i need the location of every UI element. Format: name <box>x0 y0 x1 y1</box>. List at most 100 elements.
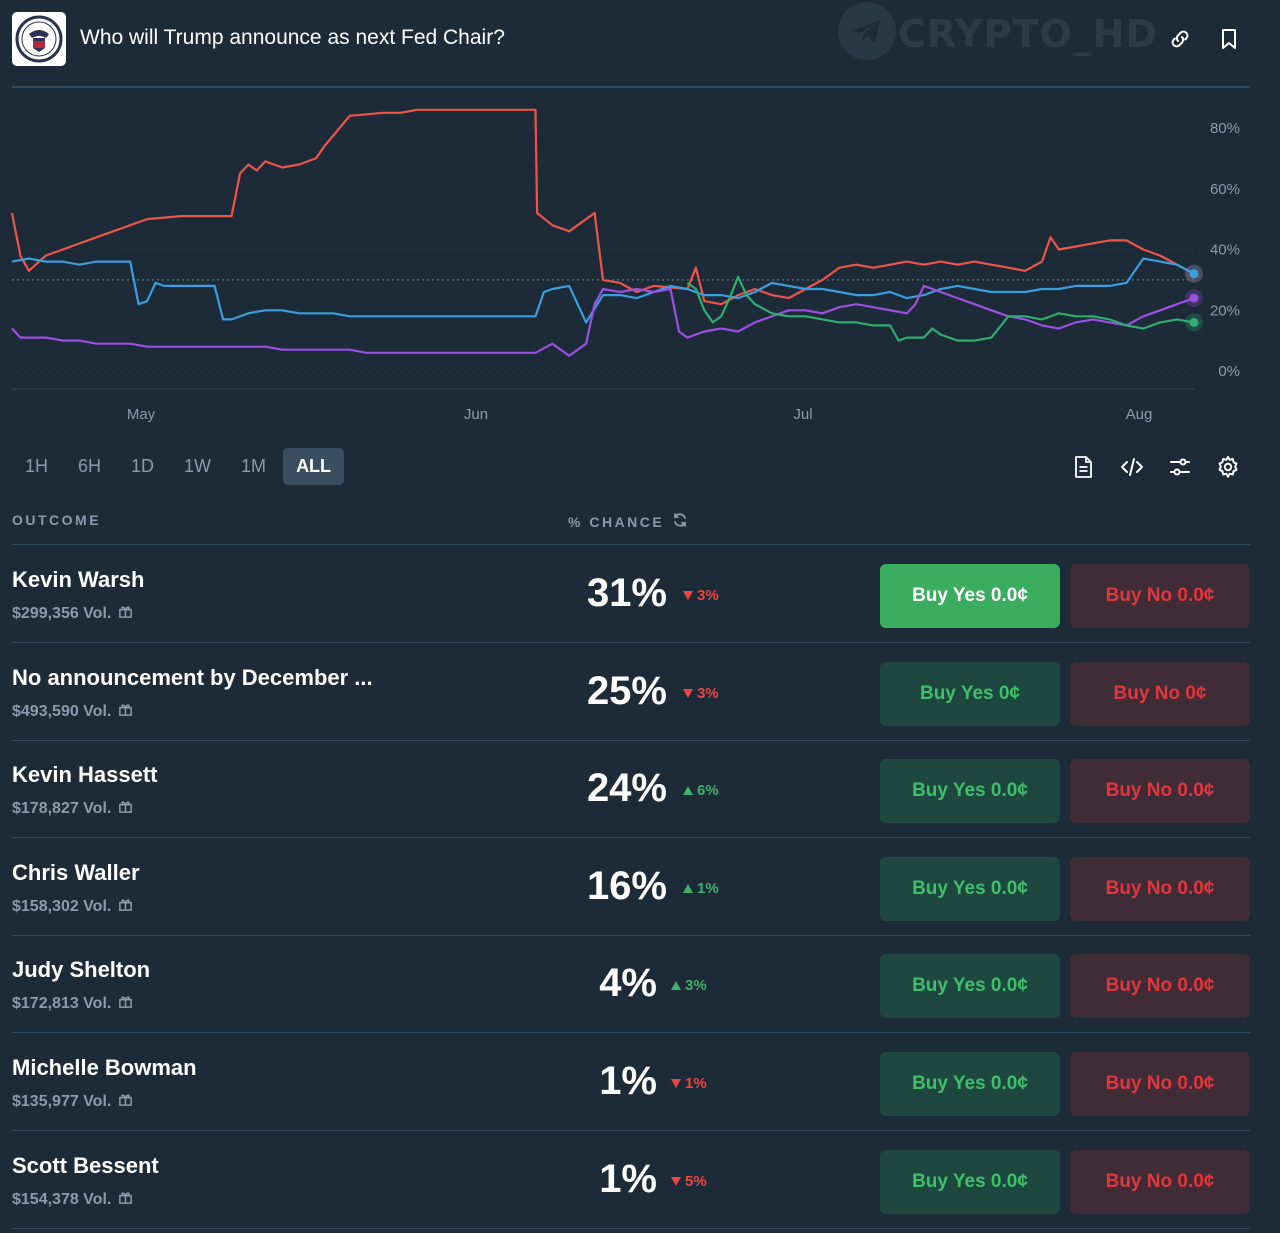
outcome-row[interactable]: Kevin Warsh $299,356 Vol. 31% 3% Buy Yes 0.0… <box>12 545 1250 643</box>
range-button-6h[interactable]: 6H <box>78 456 102 476</box>
document-icon[interactable] <box>1068 452 1098 482</box>
chart-svg[interactable]: 80% 60% 40% 20% 0% May Jun Jul Aug <box>0 88 1280 433</box>
fed-seal-logo <box>12 12 66 66</box>
buy-yes-button[interactable]: Buy Yes 0.0¢ <box>880 564 1060 628</box>
series-line-1 <box>11 257 1195 324</box>
outcome-row[interactable]: Chris Waller $158,302 Vol. 16% 1% Buy Yes 0.… <box>12 838 1250 936</box>
buy-yes-button[interactable]: Buy Yes 0.0¢ <box>880 1150 1060 1214</box>
y-tick-label: 0% <box>1218 363 1240 380</box>
gift-icon[interactable] <box>118 1092 133 1112</box>
volume-text: $299,356 Vol. <box>12 605 112 622</box>
buy-yes-button[interactable]: Buy Yes 0.0¢ <box>880 759 1060 823</box>
settings-gear-icon[interactable] <box>1213 452 1243 482</box>
column-header-outcome: OUTCOME <box>12 512 102 528</box>
buy-no-button[interactable]: Buy No 0¢ <box>1070 662 1250 726</box>
delta-value: 1% <box>697 880 719 897</box>
chance-percent: 25% <box>586 669 667 713</box>
outcome-row[interactable]: Scott Bessent $154,378 Vol. 1% 5% Buy Yes 0.… <box>12 1131 1250 1229</box>
gift-icon[interactable] <box>118 604 133 624</box>
up-arrow-icon <box>683 782 693 799</box>
gift-icon[interactable] <box>118 897 133 917</box>
embed-code-icon[interactable] <box>1117 452 1147 482</box>
chance-delta: 1% <box>683 880 719 897</box>
y-tick-label: 20% <box>1210 302 1240 319</box>
down-arrow-icon <box>683 685 693 702</box>
chance-percent: 24% <box>586 766 667 810</box>
series-line-0 <box>10 108 1195 306</box>
chance-percent: 4% <box>599 961 657 1005</box>
outcome-row[interactable]: Judy Shelton $172,813 Vol. 4% 3% Buy Yes 0.0… <box>12 935 1250 1033</box>
outcome-name[interactable]: Kevin Warsh <box>12 567 145 592</box>
outcome-volume: $135,977 Vol. <box>12 1092 133 1112</box>
range-button-all[interactable]: ALL <box>283 448 345 485</box>
buy-no-button[interactable]: Buy No 0.0¢ <box>1070 857 1250 921</box>
header-divider <box>12 86 1250 88</box>
outcome-name[interactable]: No announcement by December ... <box>12 665 373 690</box>
bookmark-icon[interactable] <box>1214 24 1244 54</box>
price-chart[interactable]: 80% 60% 40% 20% 0% May Jun Jul Aug <box>0 88 1280 433</box>
volume-text: $493,590 Vol. <box>12 703 112 720</box>
outcome-name[interactable]: Chris Waller <box>12 860 140 885</box>
range-button-1m[interactable]: 1M <box>241 456 267 476</box>
market-title: Who will Trump announce as next Fed Chai… <box>80 26 505 49</box>
outcome-volume: $178,827 Vol. <box>12 799 133 819</box>
watermark: CRYPTO_HD <box>838 2 1158 62</box>
outcome-row[interactable]: Michelle Bowman $135,977 Vol. 1% 1% Buy Yes … <box>12 1033 1250 1131</box>
y-tick-label: 60% <box>1210 181 1240 198</box>
range-button-1d[interactable]: 1D <box>131 456 155 476</box>
series-endpoint-1[interactable] <box>1189 269 1199 279</box>
outcome-row[interactable]: No announcement by December ... $493,590 … <box>12 643 1250 741</box>
range-button-1w[interactable]: 1W <box>184 456 212 476</box>
outcome-name[interactable]: Michelle Bowman <box>12 1055 197 1080</box>
gift-icon[interactable] <box>118 702 133 722</box>
time-range-selector: 1H 6H 1D 1W 1M ALL <box>12 448 345 486</box>
buy-no-button[interactable]: Buy No 0.0¢ <box>1070 1150 1250 1214</box>
down-arrow-icon <box>671 1075 681 1092</box>
y-tick-label: 80% <box>1210 120 1240 137</box>
gift-icon[interactable] <box>118 799 133 819</box>
chance-delta: 3% <box>683 587 719 604</box>
outcome-volume: $172,813 Vol. <box>12 994 133 1014</box>
buy-no-button[interactable]: Buy No 0.0¢ <box>1070 759 1250 823</box>
volume-text: $158,302 Vol. <box>12 898 112 915</box>
outcome-volume: $154,378 Vol. <box>12 1190 133 1210</box>
buy-yes-button[interactable]: Buy Yes 0¢ <box>880 662 1060 726</box>
down-arrow-icon <box>683 587 693 604</box>
range-button-1h[interactable]: 1H <box>25 456 49 476</box>
filter-sliders-icon[interactable] <box>1165 452 1195 482</box>
outcome-row[interactable]: Kevin Hassett $178,827 Vol. 24% 6% Buy Yes 0… <box>12 740 1250 838</box>
table-header-divider <box>12 544 1250 545</box>
volume-text: $154,378 Vol. <box>12 1191 112 1208</box>
up-arrow-icon <box>671 977 681 994</box>
outcome-name[interactable]: Judy Shelton <box>12 957 151 982</box>
series-endpoint-3[interactable] <box>1189 317 1199 327</box>
delta-value: 3% <box>697 685 719 702</box>
buy-no-button[interactable]: Buy No 0.0¢ <box>1070 1052 1250 1116</box>
gift-icon[interactable] <box>118 1190 133 1210</box>
x-tick-label: Aug <box>1126 406 1153 423</box>
gift-icon[interactable] <box>118 994 133 1014</box>
up-arrow-icon <box>683 880 693 897</box>
refresh-icon[interactable] <box>672 512 688 531</box>
series-endpoint-2[interactable] <box>1189 293 1199 303</box>
delta-value: 3% <box>685 977 707 994</box>
volume-text: $172,813 Vol. <box>12 995 112 1012</box>
series-line-2 <box>11 284 1195 357</box>
buy-no-button[interactable]: Buy No 0.0¢ <box>1070 564 1250 628</box>
chance-delta: 6% <box>683 782 719 799</box>
buy-yes-button[interactable]: Buy Yes 0.0¢ <box>880 954 1060 1018</box>
outcome-name[interactable]: Kevin Hassett <box>12 762 158 787</box>
chance-delta: 3% <box>671 977 707 994</box>
outcome-volume: $493,590 Vol. <box>12 702 133 722</box>
buy-yes-button[interactable]: Buy Yes 0.0¢ <box>880 1052 1060 1116</box>
y-tick-label: 40% <box>1210 242 1240 259</box>
x-tick-label: May <box>127 406 156 423</box>
buy-yes-button[interactable]: Buy Yes 0.0¢ <box>880 857 1060 921</box>
delta-value: 3% <box>697 587 719 604</box>
buy-no-button[interactable]: Buy No 0.0¢ <box>1070 954 1250 1018</box>
chance-delta: 3% <box>683 685 719 702</box>
x-tick-label: Jun <box>464 406 488 423</box>
link-icon[interactable] <box>1165 24 1195 54</box>
outcome-name[interactable]: Scott Bessent <box>12 1153 159 1178</box>
column-header-chance: % CHANCE <box>568 512 688 531</box>
